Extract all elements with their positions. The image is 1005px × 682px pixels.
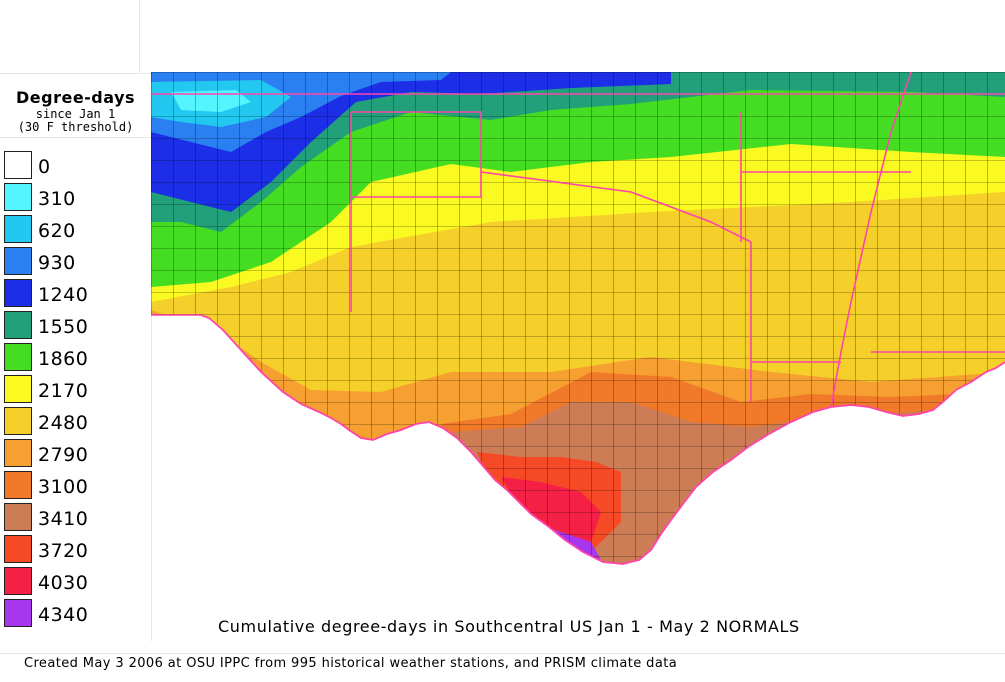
legend-swatch: [4, 279, 32, 307]
legend-item: 4030: [4, 567, 149, 597]
legend-panel: Degree-days since Jan 1 (30 F threshold)…: [0, 73, 152, 641]
legend-value: 930: [38, 252, 76, 274]
legend-value: 2480: [38, 412, 89, 434]
legend-swatch: [4, 439, 32, 467]
legend-value: 1550: [38, 316, 89, 338]
legend-threshold: (30 F threshold): [17, 120, 134, 134]
legend-value: 0: [38, 156, 51, 178]
legend-swatch: [4, 247, 32, 275]
legend-item: 3720: [4, 535, 149, 565]
legend-value: 3720: [38, 540, 89, 562]
legend-value: 4340: [38, 604, 89, 626]
legend-swatch: [4, 599, 32, 627]
legend-swatch: [4, 343, 32, 371]
top-left-frame: [0, 0, 140, 73]
map-land: [151, 72, 1005, 564]
legend-value: 3100: [38, 476, 89, 498]
legend-item: 4340: [4, 599, 149, 629]
legend-item: 0: [4, 151, 149, 181]
legend-value: 310: [38, 188, 76, 210]
credit-line: Created May 3 2006 at OSU IPPC from 995 …: [24, 656, 678, 671]
legend-value: 1240: [38, 284, 89, 306]
legend-value: 620: [38, 220, 76, 242]
legend-swatch: [4, 407, 32, 435]
legend-item: 1550: [4, 311, 149, 341]
legend-swatch: [4, 503, 32, 531]
legend-swatch: [4, 215, 32, 243]
legend-item: 1240: [4, 279, 149, 309]
legend-value: 3410: [38, 508, 89, 530]
legend-swatch: [4, 535, 32, 563]
state-borders: [151, 72, 1005, 408]
legend-swatch: [4, 183, 32, 211]
map-title: Cumulative degree-days in Southcentral U…: [218, 617, 800, 636]
legend-value: 1860: [38, 348, 89, 370]
coastline: [200, 314, 1005, 565]
legend-item: 620: [4, 215, 149, 245]
legend-item: 930: [4, 247, 149, 277]
degree-day-map: [151, 72, 1005, 565]
legend-item: 2790: [4, 439, 149, 469]
bottom-separator: [0, 653, 1005, 654]
legend-item: 2170: [4, 375, 149, 405]
legend-item: 3100: [4, 471, 149, 501]
legend-item: 3410: [4, 503, 149, 533]
legend-item: 310: [4, 183, 149, 213]
legend-swatch: [4, 567, 32, 595]
legend-value: 4030: [38, 572, 89, 594]
legend-value: 2790: [38, 444, 89, 466]
legend-item: 1860: [4, 343, 149, 373]
legend-title: Degree-days: [15, 88, 136, 107]
legend-value: 2170: [38, 380, 89, 402]
legend-swatch: [4, 311, 32, 339]
legend-item: 2480: [4, 407, 149, 437]
legend-swatch: [4, 151, 32, 179]
legend-swatch: [4, 375, 32, 403]
legend-swatch: [4, 471, 32, 499]
legend-subtitle: since Jan 1: [35, 107, 116, 121]
legend-separator: [0, 137, 151, 138]
